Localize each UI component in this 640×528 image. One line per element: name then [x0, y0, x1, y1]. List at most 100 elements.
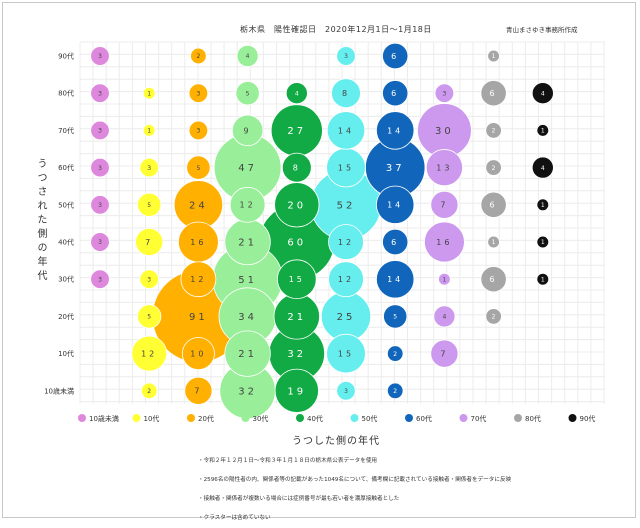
bubble-label: 15	[289, 275, 305, 284]
bubble	[181, 337, 215, 371]
bubble	[536, 272, 550, 286]
legend-label: 10代	[144, 414, 160, 423]
legend-label: 60代	[416, 414, 432, 423]
bubble-label: 6	[391, 89, 399, 98]
bubble-label: 7	[440, 201, 448, 210]
bubble-label: 3	[98, 165, 102, 172]
bubble	[382, 80, 409, 107]
legend-marker	[459, 414, 468, 422]
legend-marker	[78, 414, 86, 422]
bubble	[480, 80, 507, 107]
bubble-label: 14	[387, 126, 403, 135]
bubble	[186, 155, 211, 180]
legend-label: 80代	[525, 414, 541, 423]
bubble	[433, 305, 456, 328]
bubble-label: 3	[98, 202, 102, 209]
bubble	[376, 111, 415, 150]
bubble	[386, 345, 404, 362]
bubble-label: 51	[238, 275, 257, 286]
note-line: ・クラスターは含めていない	[198, 515, 271, 521]
chart-notes: ・令和２年１２月１日〜令和３年１月１８日の栃木県公表データを使用 ・2596名の…	[198, 452, 511, 528]
legend-marker	[187, 414, 195, 422]
bubble	[336, 46, 356, 66]
bubble-label: 1	[442, 276, 446, 283]
bubble-label: 3	[344, 388, 348, 395]
chart-credit: 青山まさゆき事務所作成	[506, 26, 578, 34]
y-tick-label: 40代	[58, 238, 74, 247]
bubble-label: 7	[194, 387, 202, 396]
bubble	[139, 269, 159, 289]
bubble-label: 16	[190, 238, 206, 247]
bubble	[90, 157, 110, 178]
bubble-label: 30	[435, 126, 454, 137]
bubble	[425, 149, 463, 187]
legend-label: 90代	[580, 414, 596, 423]
bubble-label: 32	[287, 349, 306, 360]
bubble	[137, 304, 162, 329]
bubble	[90, 83, 110, 103]
bubble-label: 12	[338, 238, 354, 247]
bubble	[90, 46, 110, 66]
bubble	[236, 45, 259, 68]
y-tick-label: 50代	[58, 200, 74, 209]
bubble-label: 12	[240, 201, 256, 210]
bubble-label: 8	[293, 163, 301, 172]
bubble	[430, 339, 459, 368]
bubble-label: 1	[147, 128, 151, 135]
bubble	[281, 152, 312, 183]
bubble-label: 14	[387, 201, 403, 210]
legend-label: 70代	[471, 414, 487, 423]
bubble-label: 3	[196, 90, 200, 97]
bubble	[382, 42, 409, 70]
bubble-label: 3	[98, 90, 102, 97]
bubble	[229, 186, 266, 223]
bubble-label: 25	[337, 312, 356, 323]
bubble-label: 19	[287, 386, 306, 397]
y-tick-label: 90代	[58, 52, 74, 61]
bubble-label: 3	[344, 53, 348, 60]
bubble-label: 47	[238, 163, 257, 174]
bubble	[190, 47, 207, 65]
legend-marker	[132, 414, 141, 422]
bubble-label: 1	[541, 202, 545, 209]
y-tick-label: 70代	[58, 126, 74, 135]
bubble	[536, 235, 550, 249]
bubble	[485, 122, 502, 139]
legend-label: 50代	[362, 414, 378, 423]
bubble	[139, 157, 159, 178]
bubble-label: 21	[238, 238, 257, 249]
bubble-label: 52	[337, 200, 356, 211]
bubble	[328, 261, 364, 298]
legend-marker	[296, 414, 304, 422]
bubble	[386, 382, 404, 400]
bubble	[90, 195, 110, 215]
bubble-label: 6	[490, 201, 498, 210]
bubble-label: 6	[490, 89, 498, 98]
bubble-label: 27	[287, 126, 306, 137]
bubble-label: 15	[338, 163, 354, 172]
bubble-label: 13	[436, 163, 452, 172]
bubble	[184, 376, 213, 405]
bubble	[328, 224, 364, 260]
y-tick-label: 30代	[58, 275, 74, 284]
bubble-label: 60	[287, 238, 306, 249]
bubble-label: 1	[147, 90, 151, 97]
bubble-label: 5	[196, 165, 200, 172]
bubble-label: 7	[145, 238, 153, 247]
bubble	[135, 227, 164, 257]
bubble	[326, 111, 366, 150]
bubble-label: 2	[147, 388, 151, 395]
note-line: ・2596名の陽性者の内、関係者等の記載があった1049名について、備考欄に記載…	[198, 477, 512, 483]
bubble	[382, 228, 409, 256]
bubble	[131, 335, 168, 372]
bubble-label: 5	[246, 90, 250, 97]
note-line: ・接触者・関係者が複数いる場合には症例番号が最も若い者を濃厚接触者とした	[198, 496, 400, 502]
bubble	[142, 86, 156, 100]
bubble	[90, 269, 110, 289]
bubble	[188, 83, 209, 103]
bubble-label: 2	[492, 128, 496, 135]
bubble	[326, 333, 366, 374]
bubble	[137, 192, 162, 217]
bubble	[485, 308, 502, 325]
bubble	[90, 120, 110, 141]
